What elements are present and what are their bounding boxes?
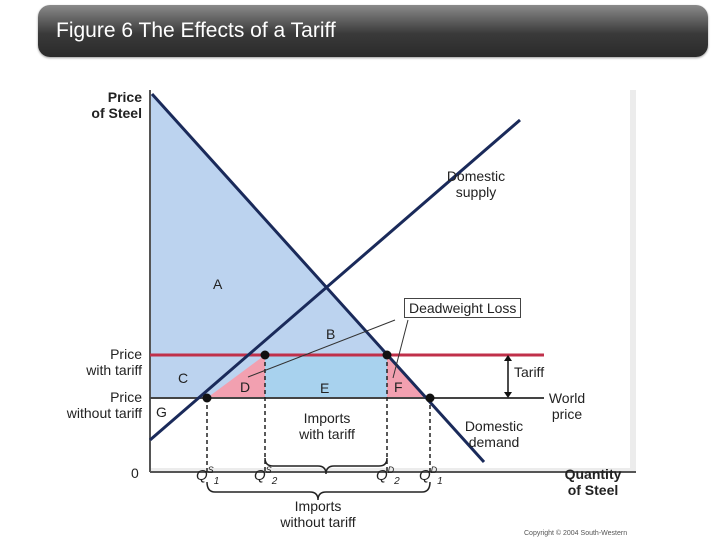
q1d-label: QD1 — [419, 465, 443, 487]
origin-label: 0 — [131, 465, 139, 481]
q1d-main: Q — [419, 467, 431, 484]
demand-label-line1: Domestic — [464, 418, 524, 434]
imports-without-tariff-label: Imports without tariff — [268, 498, 368, 530]
supply-curve — [149, 118, 521, 442]
q2d-sub: 2 — [394, 476, 400, 487]
q1s-sub: 1 — [213, 476, 220, 487]
demand-label: Domestic demand — [454, 418, 534, 450]
price-without-tariff-line1: Price — [110, 389, 142, 405]
title-bar: Figure 6 The Effects of a Tariff — [38, 5, 708, 57]
world-price-line2: price — [551, 406, 583, 422]
imports-without-tariff-line2: without tariff — [280, 514, 356, 530]
area-e-label: E — [320, 380, 330, 396]
point-q1s — [202, 393, 212, 403]
imports-with-tariff-line2: with tariff — [299, 426, 355, 442]
area-d-label: D — [240, 379, 251, 395]
x-axis-label-line2: of Steel — [567, 482, 619, 498]
area-b-label: B — [326, 326, 336, 342]
x-axis-label: Quantity of Steel — [550, 466, 636, 498]
price-without-tariff-line2: without tariff — [66, 405, 142, 421]
imports-without-tariff-line1: Imports — [294, 498, 342, 514]
x-axis-label-line1: Quantity — [564, 466, 622, 482]
supply-label-line1: Domestic — [446, 168, 506, 184]
q2d-sup: D — [387, 465, 395, 475]
area-f-label: F — [394, 379, 403, 395]
q1s-sup: S — [207, 465, 214, 475]
tariff-arrow-head-down — [504, 392, 512, 398]
q2s-main: Q — [254, 467, 266, 484]
q1d-sub: 1 — [437, 476, 443, 487]
imports-with-tariff-line1: Imports — [303, 410, 351, 426]
copyright-notice: Copyright © 2004 South-Western — [524, 530, 628, 537]
point-q2d — [382, 350, 392, 360]
supply-label-line2: supply — [455, 184, 497, 200]
y-axis-label: Price of Steel — [70, 89, 142, 121]
imports-without-tariff-brace — [206, 481, 431, 501]
tariff-label: Tariff — [514, 364, 545, 380]
q1s-label: QS1 — [196, 465, 219, 487]
slide-title: Figure 6 The Effects of a Tariff — [56, 19, 336, 42]
area-g-label: G — [156, 404, 167, 420]
imports-with-tariff-brace — [264, 457, 388, 475]
demand-label-line2: demand — [468, 434, 520, 450]
q2s-sub: 2 — [271, 476, 278, 487]
dwl-pointer-f — [392, 319, 409, 379]
deadweight-loss-label: Deadweight Loss — [404, 298, 522, 318]
price-with-tariff-line1: Price — [110, 346, 142, 362]
price-with-tariff-label: Price with tariff — [50, 346, 142, 378]
world-price-label: World price — [538, 390, 596, 422]
supply-label: Domestic supply — [436, 168, 516, 200]
tariff-arrow-head-up — [504, 355, 512, 361]
area-a-label: A — [213, 276, 223, 292]
dwl-pointer-d — [247, 319, 396, 378]
q1s-main: Q — [196, 467, 208, 484]
q2s-sup: S — [265, 465, 272, 475]
price-with-tariff-line2: with tariff — [86, 362, 142, 378]
world-price-line1: World — [548, 390, 586, 406]
q2d-label: QD2 — [376, 465, 400, 487]
q1d-sup: D — [430, 465, 438, 475]
point-q2s — [260, 350, 270, 360]
area-c-label: C — [178, 370, 189, 386]
point-q1d — [425, 393, 435, 403]
q2d-main: Q — [376, 467, 388, 484]
y-axis-label-line2: of Steel — [91, 105, 142, 121]
y-axis-label-line1: Price — [107, 89, 142, 105]
area-d — [207, 355, 265, 398]
imports-with-tariff-label: Imports with tariff — [286, 410, 368, 442]
price-without-tariff-label: Price without tariff — [40, 389, 142, 421]
q2s-label: QS2 — [254, 465, 277, 487]
